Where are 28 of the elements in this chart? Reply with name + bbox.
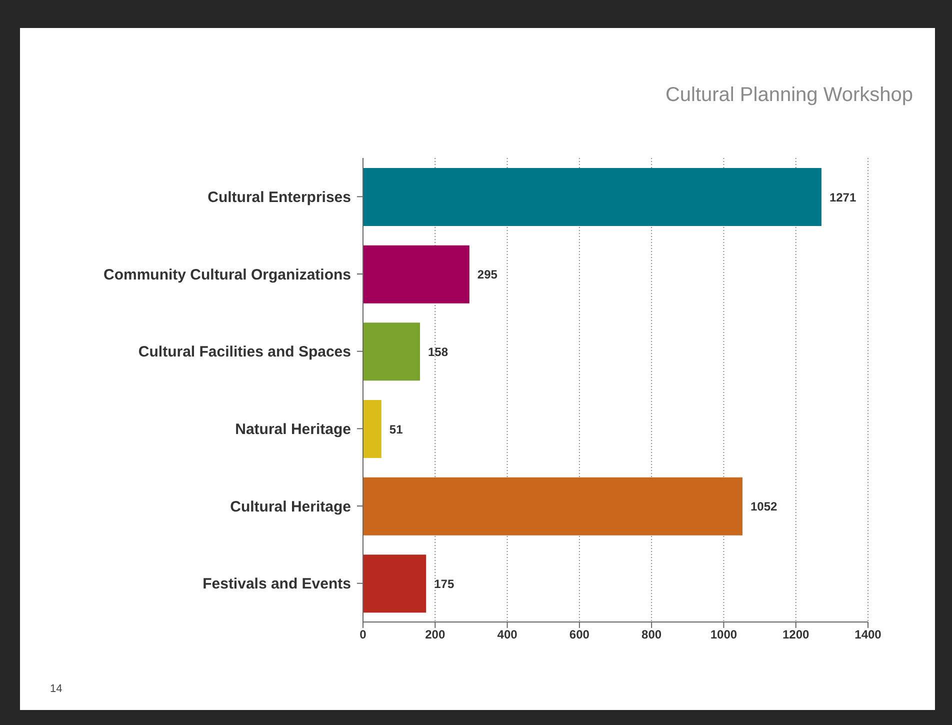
bar xyxy=(363,322,420,381)
x-tick-label: 400 xyxy=(497,628,518,642)
y-tick-label: Cultural Enterprises xyxy=(208,188,351,206)
y-tick-label: Natural Heritage xyxy=(235,420,351,438)
x-tick-label: 200 xyxy=(425,628,446,642)
bar xyxy=(363,400,382,458)
y-tick-label: Festivals and Events xyxy=(202,576,351,593)
bar xyxy=(363,477,742,536)
bar xyxy=(363,554,426,613)
x-tick-label: 800 xyxy=(642,628,662,642)
y-tick-label: Community Cultural Organizations xyxy=(103,266,351,284)
data-label: 158 xyxy=(428,344,448,359)
bar xyxy=(363,245,470,304)
x-tick-label: 0 xyxy=(360,628,367,642)
bar xyxy=(363,168,822,226)
data-label: 51 xyxy=(389,422,404,436)
data-label: 175 xyxy=(434,576,454,591)
text: 14 xyxy=(50,683,62,695)
data-label: 1052 xyxy=(750,500,778,514)
chart-title: Cultural Planning Workshop xyxy=(665,84,913,107)
data-label: 1271 xyxy=(829,190,856,204)
x-tick-label: 1200 xyxy=(782,628,810,642)
x-tick-label: 600 xyxy=(569,628,590,642)
x-tick-label: 1000 xyxy=(710,628,738,642)
y-tick-label: Cultural Facilities and Spaces xyxy=(138,344,351,361)
data-label: 295 xyxy=(477,268,498,282)
x-tick-label: 1400 xyxy=(854,628,882,642)
y-tick-label: Cultural Heritage xyxy=(230,498,351,516)
